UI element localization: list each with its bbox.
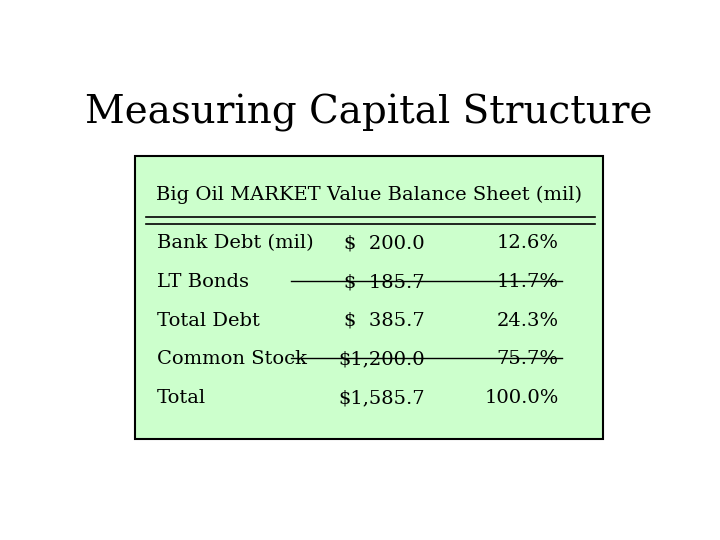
Text: $1,585.7: $1,585.7 bbox=[338, 389, 425, 407]
Text: 75.7%: 75.7% bbox=[497, 350, 559, 368]
Text: $  185.7: $ 185.7 bbox=[344, 273, 425, 291]
Text: 24.3%: 24.3% bbox=[497, 312, 559, 330]
Text: 11.7%: 11.7% bbox=[497, 273, 559, 291]
Text: $1,200.0: $1,200.0 bbox=[338, 350, 425, 368]
Text: $  385.7: $ 385.7 bbox=[344, 312, 425, 330]
Text: Big Oil MARKET Value Balance Sheet (mil): Big Oil MARKET Value Balance Sheet (mil) bbox=[156, 185, 582, 204]
Text: LT Bonds: LT Bonds bbox=[157, 273, 249, 291]
Text: Total Debt: Total Debt bbox=[157, 312, 260, 330]
Text: Total: Total bbox=[157, 389, 206, 407]
Text: 100.0%: 100.0% bbox=[485, 389, 559, 407]
Text: Measuring Capital Structure: Measuring Capital Structure bbox=[85, 94, 653, 132]
Text: Bank Debt (mil): Bank Debt (mil) bbox=[157, 234, 314, 252]
Text: 12.6%: 12.6% bbox=[497, 234, 559, 252]
Text: Common Stock: Common Stock bbox=[157, 350, 307, 368]
Text: $  200.0: $ 200.0 bbox=[344, 234, 425, 252]
FancyBboxPatch shape bbox=[135, 156, 603, 439]
